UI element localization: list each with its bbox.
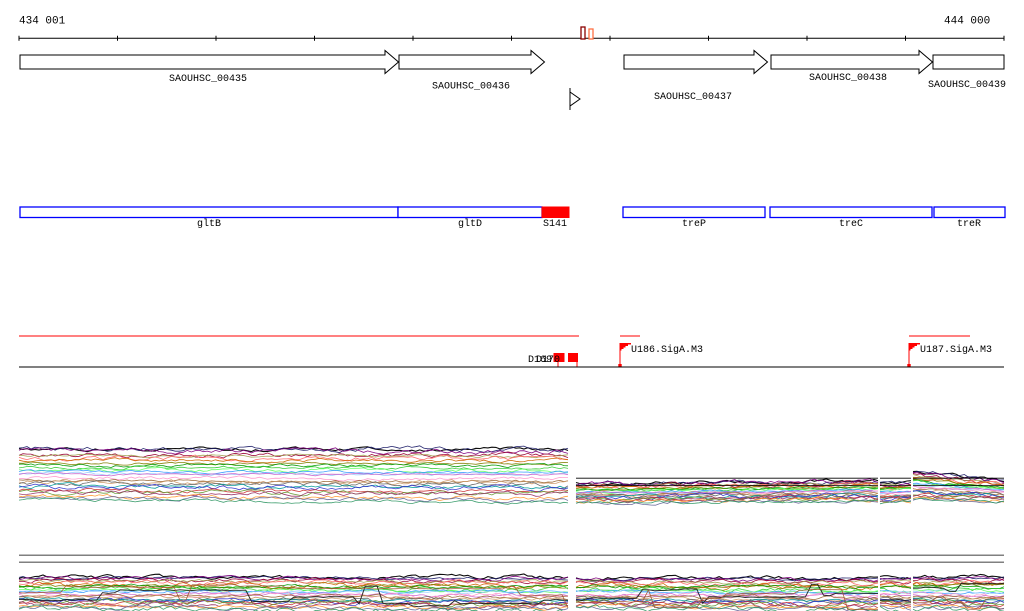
svg-text:U187.SigA.M3: U187.SigA.M3 (920, 344, 992, 356)
svg-text:gltD: gltD (458, 218, 482, 230)
svg-text:SAOUHSC_00436: SAOUHSC_00436 (432, 82, 510, 93)
svg-text:444 000: 444 000 (944, 16, 990, 28)
svg-text:D170: D170 (536, 355, 560, 366)
svg-text:treC: treC (839, 219, 863, 230)
svg-text:SAOUHSC_00435: SAOUHSC_00435 (169, 74, 247, 85)
svg-text:S141: S141 (543, 219, 567, 230)
svg-text:SAOUHSC_00437: SAOUHSC_00437 (654, 92, 732, 103)
svg-text:treP: treP (682, 219, 706, 230)
svg-text:SAOUHSC_00439: SAOUHSC_00439 (928, 80, 1006, 91)
svg-text:SAOUHSC_00438: SAOUHSC_00438 (809, 73, 887, 84)
svg-text:U186.SigA.M3: U186.SigA.M3 (631, 344, 703, 356)
svg-text:gltB: gltB (197, 218, 221, 230)
svg-text:434 001: 434 001 (19, 16, 66, 28)
svg-text:treR: treR (957, 219, 981, 230)
